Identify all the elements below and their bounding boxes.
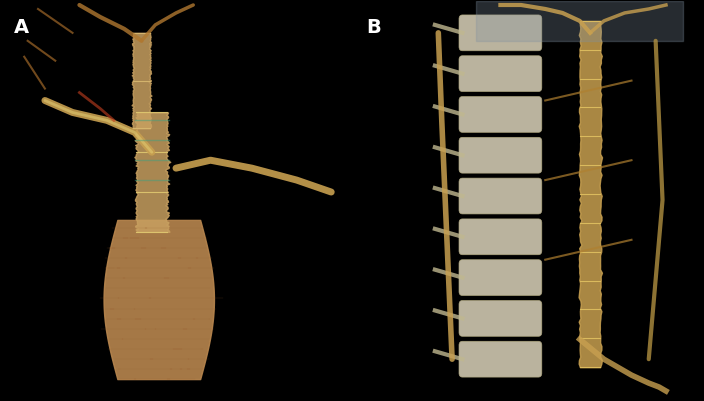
- FancyBboxPatch shape: [459, 341, 542, 377]
- FancyBboxPatch shape: [459, 301, 542, 336]
- FancyBboxPatch shape: [459, 97, 542, 133]
- FancyBboxPatch shape: [459, 16, 542, 52]
- FancyBboxPatch shape: [459, 260, 542, 296]
- FancyBboxPatch shape: [459, 57, 542, 92]
- FancyBboxPatch shape: [459, 179, 542, 215]
- Text: B: B: [366, 18, 381, 37]
- FancyBboxPatch shape: [459, 138, 542, 174]
- Text: A: A: [14, 18, 29, 37]
- FancyBboxPatch shape: [459, 219, 542, 255]
